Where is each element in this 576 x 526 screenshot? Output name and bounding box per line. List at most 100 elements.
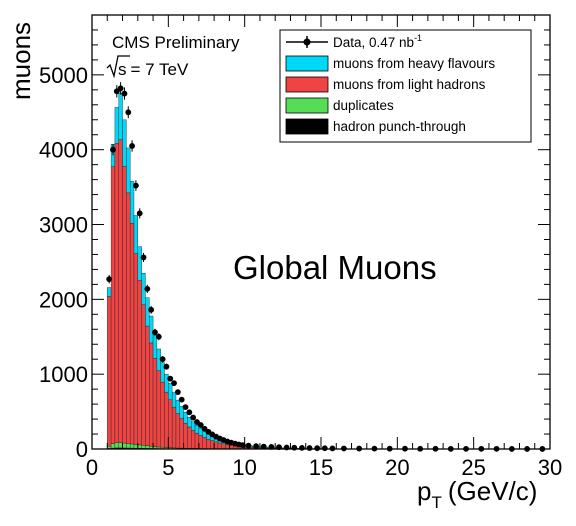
axis-tick-labels: 0 5 10 15 20 25 30 0 1000 2000 3000 4000 5000 [39, 63, 562, 480]
legend-data-label: Data, 0.47 nb [333, 35, 414, 50]
data-point [253, 443, 260, 450]
data-point [306, 445, 313, 451]
global-muons-label: Global Muons [233, 249, 437, 286]
data-point [136, 210, 143, 217]
legend-entry-duplicates: duplicates [285, 97, 394, 114]
legend-entry-punch-through: hadron punch-through [285, 118, 466, 135]
legend-light-hadrons-label: muons from light hadrons [333, 77, 486, 92]
data-point [314, 445, 321, 452]
data-point [171, 380, 177, 387]
hist-bar-muons-from-light-hadrons [160, 381, 165, 448]
y-tick-label: 1000 [39, 362, 88, 387]
y-axis-title: muons [6, 22, 36, 100]
hist-bar-duplicates [118, 442, 123, 449]
hist-bar-duplicates [141, 445, 146, 449]
hist-bar-muons-from-light-hadrons [229, 444, 234, 449]
data-point [245, 442, 252, 449]
data-point [167, 375, 174, 382]
hist-bar-muons-from-heavy-flavours [126, 147, 131, 194]
data-point [174, 389, 181, 396]
x-tick-label: 15 [309, 455, 333, 480]
hist-bar-muons-from-light-hadrons [198, 435, 203, 449]
hist-bar-muons-from-light-hadrons [149, 342, 154, 447]
data-point [140, 254, 147, 261]
data-point [144, 285, 151, 292]
data-point [159, 356, 166, 363]
hist-bar-muons-from-light-hadrons [107, 296, 112, 447]
data-point [163, 363, 170, 370]
data-point [155, 333, 162, 340]
hist-bar-muons-from-light-hadrons [202, 437, 207, 449]
legend-swatch-duplicates [285, 97, 329, 114]
data-point [121, 90, 128, 97]
hist-bar-duplicates [107, 445, 112, 449]
x-tick-label: 0 [86, 455, 98, 480]
data-point [291, 444, 298, 451]
legend-heavy-flavours-label: muons from heavy flavours [333, 56, 495, 71]
hist-bar-duplicates [110, 443, 116, 449]
legend-data-superscript: -1 [414, 33, 422, 43]
data-point [182, 404, 189, 410]
x-axis-title-main: p [417, 476, 431, 506]
hist-bar-muons-from-light-hadrons [133, 253, 139, 445]
hist-bar-muons-from-light-hadrons [137, 280, 142, 446]
hist-bar-muons-from-light-hadrons [152, 358, 158, 447]
hist-bar-duplicates [149, 446, 154, 449]
data-point [106, 276, 113, 283]
hist-bar-muons-from-light-hadrons [168, 399, 173, 448]
hist-bar-muons-from-light-hadrons [221, 443, 226, 449]
hist-bar-muons-from-heavy-flavours [129, 181, 135, 224]
legend-entry-data: Data, 0.47 nb-1 [286, 33, 422, 50]
hist-bar-muons-from-light-hadrons [118, 139, 123, 443]
hist-bar-duplicates [129, 443, 135, 449]
hist-bar-duplicates [152, 446, 158, 449]
legend: Data, 0.47 nb-1 muons from heavy flavour… [279, 29, 532, 143]
legend-duplicates-label: duplicates [333, 98, 394, 113]
data-point [148, 306, 155, 313]
data-point [321, 445, 328, 452]
hist-bar-muons-from-light-hadrons [191, 430, 196, 449]
hist-bar-muons-from-light-hadrons [171, 407, 177, 449]
hist-bar-duplicates [126, 443, 131, 449]
axis-ticks [91, 14, 551, 450]
sqrt-sign [106, 55, 130, 79]
legend-swatch-light-hadrons [285, 76, 329, 93]
hist-bar-muons-from-light-hadrons [210, 440, 215, 449]
hist-bar-duplicates [114, 442, 119, 449]
hist-bar-muons-from-light-hadrons [187, 426, 192, 449]
hist-bar-duplicates [122, 442, 127, 449]
hist-bar-muons-from-heavy-flavours [122, 119, 127, 167]
energy-value-text: = 7 TeV [131, 60, 189, 79]
data-point [299, 444, 305, 451]
hist-bar-muons-from-light-hadrons [217, 442, 222, 449]
hist-bar-muons-from-heavy-flavours [183, 412, 188, 424]
hist-bar-muons-from-light-hadrons [156, 370, 161, 448]
x-axis-title-units: (GeV/c) [448, 476, 538, 506]
hist-bar-muons-from-heavy-flavours [175, 399, 180, 414]
x-axis-title-sub: T [431, 493, 441, 512]
y-tick-label: 3000 [39, 213, 88, 238]
y-tick-label: 4000 [39, 138, 88, 163]
hist-bar-muons-from-heavy-flavours [149, 315, 154, 344]
data-point [260, 443, 267, 450]
hist-bar-muons-from-light-hadrons [141, 304, 146, 446]
data-point [152, 329, 158, 336]
data-point [190, 414, 197, 421]
x-tick-label: 25 [461, 455, 485, 480]
hist-bar-muons-from-heavy-flavours [168, 383, 173, 400]
data-point [197, 422, 204, 428]
hist-bar-muons-from-heavy-flavours [164, 373, 169, 393]
legend-swatch-heavy-flavours [285, 55, 329, 72]
data-point [129, 143, 135, 149]
stacked-histogram [107, 92, 337, 450]
hist-bar-muons-from-heavy-flavours [171, 392, 177, 408]
y-tick-label: 0 [76, 437, 88, 462]
legend-punch-through-label: hadron punch-through [333, 119, 466, 134]
data-point [110, 146, 116, 153]
hist-bar-muons-from-light-hadrons [114, 143, 119, 443]
hist-bar-muons-from-heavy-flavours [118, 92, 123, 140]
data-point [117, 85, 124, 92]
hist-bar-muons-from-heavy-flavours [114, 107, 119, 144]
data-point [132, 182, 139, 189]
